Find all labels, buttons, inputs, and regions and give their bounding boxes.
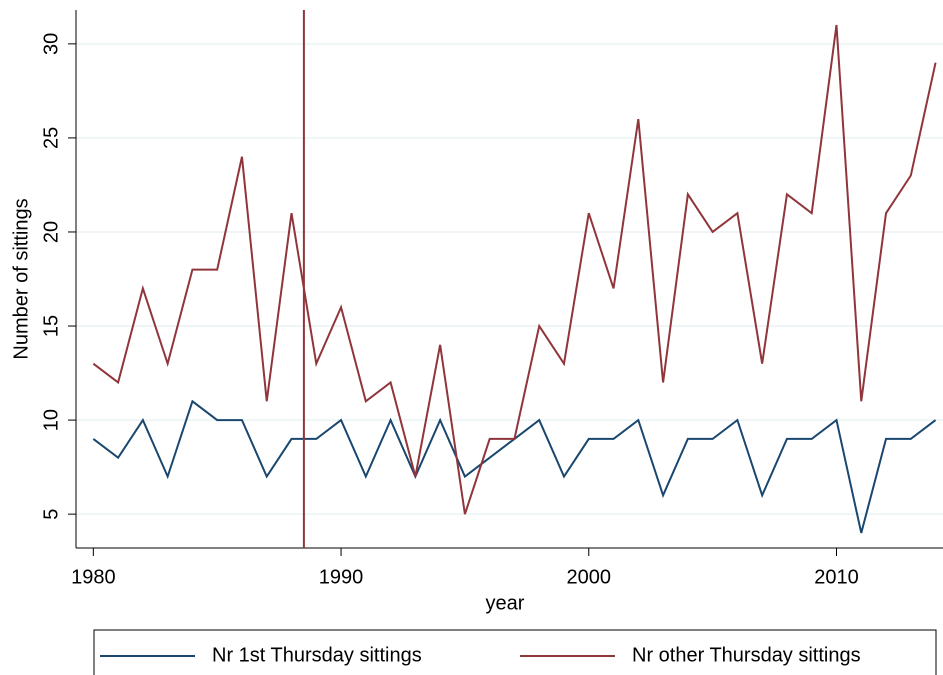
x-tick-label: 1990 <box>319 566 364 588</box>
x-tick-label: 2010 <box>814 566 859 588</box>
legend-label: Nr other Thursday sittings <box>632 644 861 666</box>
y-tick-label: 20 <box>40 221 62 243</box>
y-tick-label: 25 <box>40 127 62 149</box>
y-axis-label: Number of sittings <box>10 198 32 359</box>
x-tick-label: 1980 <box>71 566 116 588</box>
legend-box <box>93 629 937 675</box>
y-tick-label: 5 <box>40 509 62 520</box>
y-tick-label: 15 <box>40 315 62 337</box>
legend-label: Nr 1st Thursday sittings <box>212 644 422 666</box>
y-tick-label: 30 <box>40 33 62 55</box>
y-tick-label: 10 <box>40 409 62 431</box>
series-line <box>92 399 937 534</box>
series-line <box>92 24 937 515</box>
x-tick-label: 2000 <box>567 566 612 588</box>
x-axis-label: year <box>486 592 525 614</box>
